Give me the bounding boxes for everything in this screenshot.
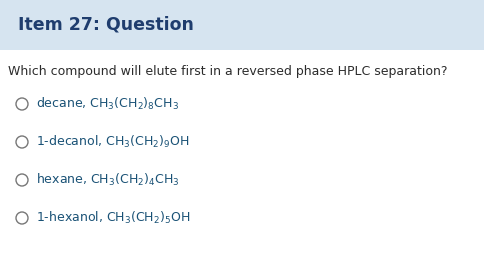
Text: 1-decanol, CH$_3$(CH$_2$)$_9$OH: 1-decanol, CH$_3$(CH$_2$)$_9$OH [36,134,189,150]
Text: hexane, CH$_3$(CH$_2$)$_4$CH$_3$: hexane, CH$_3$(CH$_2$)$_4$CH$_3$ [36,172,179,188]
Text: 1-hexanol, CH$_3$(CH$_2$)$_5$OH: 1-hexanol, CH$_3$(CH$_2$)$_5$OH [36,210,190,226]
Text: Which compound will elute first in a reversed phase HPLC separation?: Which compound will elute first in a rev… [8,65,447,78]
Text: Item 27: Question: Item 27: Question [18,16,194,34]
Text: decane, CH$_3$(CH$_2$)$_8$CH$_3$: decane, CH$_3$(CH$_2$)$_8$CH$_3$ [36,96,179,112]
